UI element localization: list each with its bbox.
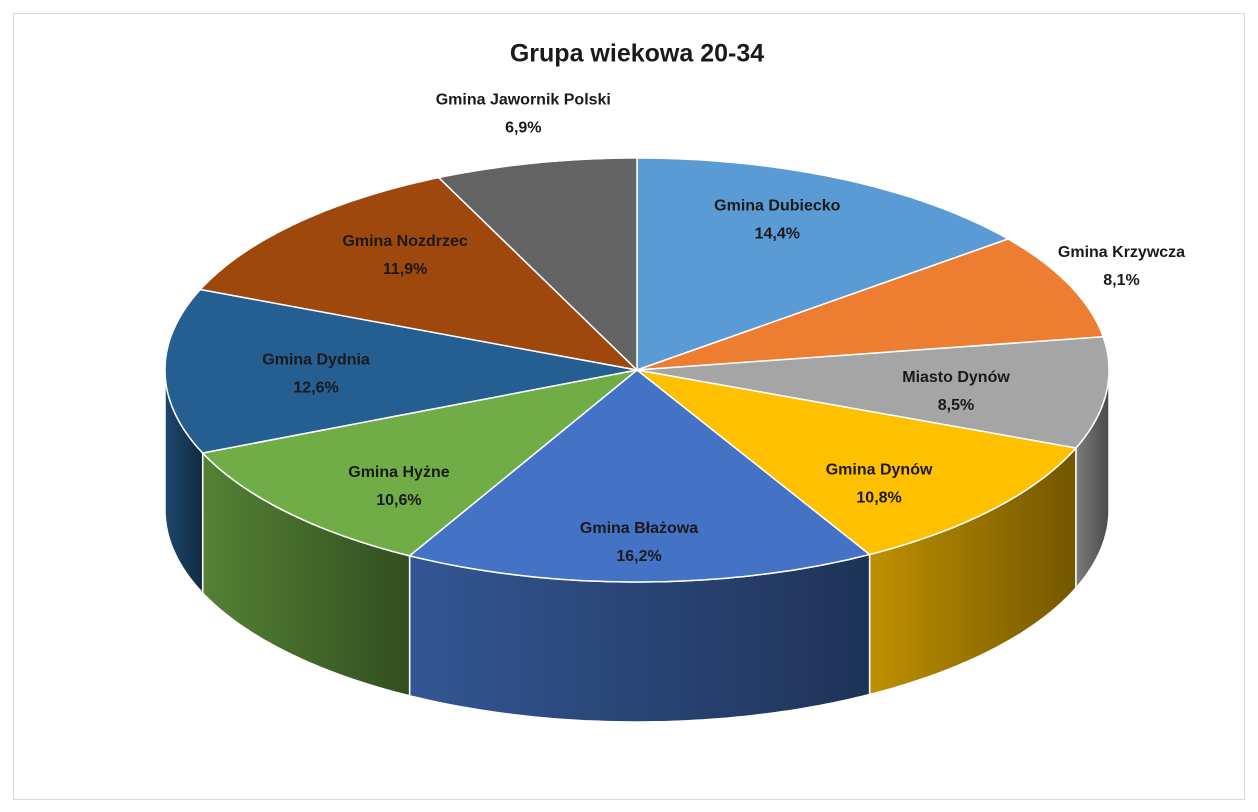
slice	[437, 157, 638, 372]
slice-label: Gmina Jawornik Polski	[436, 91, 611, 108]
value-label: 11,9%	[383, 261, 427, 278]
value-label: 6,9%	[505, 119, 541, 136]
value-label: 16,2%	[616, 548, 661, 565]
slice-label: Gmina Hyżne	[348, 464, 449, 481]
slice-label: Gmina Dubiecko	[714, 198, 840, 215]
slice	[636, 157, 1010, 372]
slice	[636, 238, 1105, 371]
value-label: 10,6%	[376, 492, 421, 509]
slice	[164, 288, 638, 454]
slice-label: Gmina Krzywcza	[1058, 244, 1185, 261]
slice-label: Gmina Dynów	[826, 462, 933, 479]
slice-label: Gmina Dydnia	[262, 351, 370, 368]
chart-title: Grupa wiekowa 20-34	[510, 40, 764, 68]
slice-label: Gmina Nozdrzec	[342, 233, 467, 250]
value-label: 10,8%	[856, 490, 901, 507]
slice	[636, 369, 1078, 556]
slice	[407, 369, 872, 583]
slice-label: Gmina Błażowa	[580, 520, 698, 537]
value-label: 12,6%	[293, 379, 338, 396]
slice	[636, 336, 1110, 449]
slice	[198, 176, 640, 372]
slice-label: Miasto Dynów	[902, 369, 1010, 386]
slice	[201, 369, 638, 557]
value-label: 8,1%	[1103, 272, 1139, 289]
value-label: 14,4%	[755, 226, 800, 243]
value-label: 8,5%	[938, 397, 974, 414]
